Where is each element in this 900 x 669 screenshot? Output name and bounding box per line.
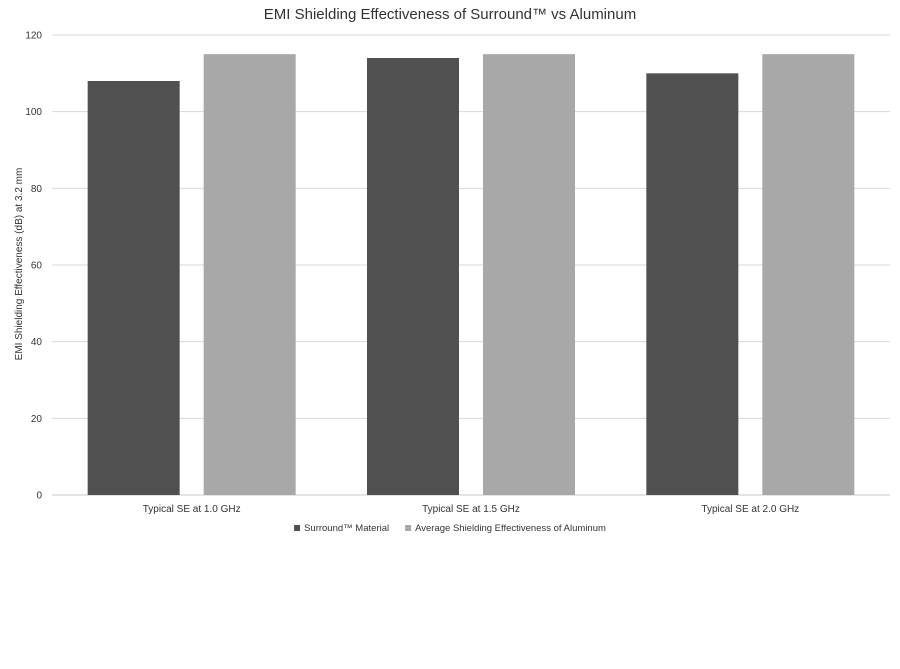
legend: Surround™ Material Average Shielding Effe…	[294, 523, 606, 534]
bar-surround-2	[367, 58, 459, 495]
legend-swatch	[294, 525, 301, 531]
category-label: Typical SE at 1.5 GHz	[422, 504, 520, 515]
bars	[87, 54, 855, 496]
bar-aluminum-1	[203, 54, 296, 496]
y-axis-ticks: 0 20 40 60 80 100 120	[25, 31, 42, 502]
legend-item-surround: Surround™ Material	[294, 523, 389, 534]
legend-label: Average Shielding Effectiveness of Alumi…	[415, 523, 606, 534]
category-label: Typical SE at 2.0 GHz	[701, 504, 799, 515]
y-tick-label: 80	[31, 184, 43, 195]
legend-item-aluminum: Average Shielding Effectiveness of Alumi…	[405, 523, 606, 534]
category-label: Typical SE at 1.0 GHz	[143, 504, 241, 515]
bar-aluminum-2	[483, 54, 575, 496]
category-labels: Typical SE at 1.0 GHz Typical SE at 1.5 G…	[143, 504, 799, 515]
bar-aluminum-3	[762, 54, 855, 496]
bar-surround-3	[646, 73, 739, 495]
chart-title: EMI Shielding Effectiveness of Surround™…	[264, 6, 636, 23]
y-tick-label: 60	[31, 261, 43, 272]
bar-surround-1	[87, 81, 180, 495]
y-tick-label: 20	[31, 414, 43, 425]
legend-swatch	[405, 525, 412, 531]
y-tick-label: 40	[31, 337, 43, 348]
gridlines	[52, 34, 890, 496]
y-axis-title: EMI Shielding Effectiveness (dB) at 3.2 …	[14, 168, 25, 361]
y-tick-label: 100	[25, 107, 42, 118]
legend-label: Surround™ Material	[304, 523, 389, 534]
y-tick-label: 120	[25, 31, 42, 42]
y-tick-label: 0	[36, 491, 42, 502]
